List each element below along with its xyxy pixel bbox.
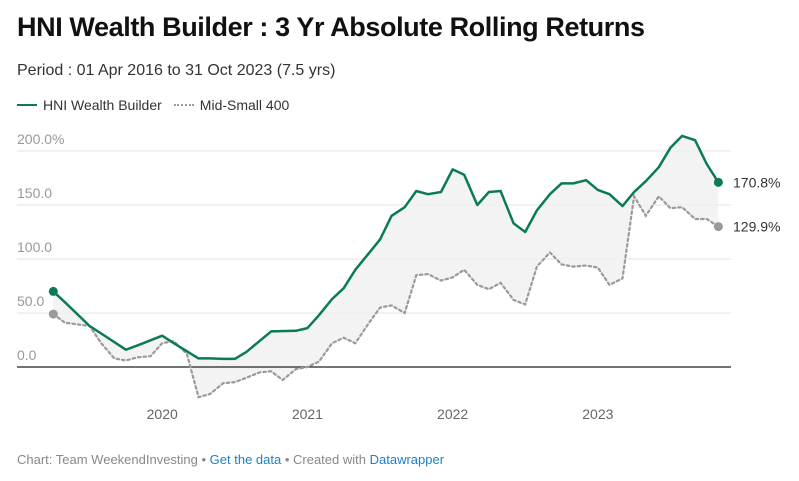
y-tick-label: 100.0 [17, 239, 52, 255]
get-data-link[interactable]: Get the data [209, 452, 282, 467]
legend-label-midsmall: Mid-Small 400 [199, 97, 290, 113]
y-tick-label: 200.0% [17, 131, 64, 147]
end-point-midsmall [713, 222, 723, 232]
legend-swatch-dotted [173, 104, 194, 106]
legend-item-hni: HNI Wealth Builder [17, 97, 162, 113]
start-point-hni [48, 286, 58, 296]
legend-label-hni: HNI Wealth Builder [43, 97, 162, 113]
datawrapper-link[interactable]: Datawrapper [369, 452, 445, 467]
y-tick-label: 50.0 [17, 293, 44, 309]
y-tick-label: 150.0 [17, 185, 52, 201]
legend-item-midsmall: Mid-Small 400 [173, 97, 290, 113]
x-tick-label: 2023 [582, 406, 613, 422]
series-line-mid-small-400 [52, 193, 720, 399]
legend: HNI Wealth Builder Mid-Small 400 [17, 97, 301, 113]
x-tick-label: 2021 [292, 406, 323, 422]
footer-credit: Chart: Team WeekendInvesting • [17, 452, 210, 467]
series-line-hni-wealth-builder [52, 134, 720, 361]
legend-swatch-solid [17, 104, 37, 106]
end-point-hni [713, 177, 723, 187]
start-point-midsmall [48, 309, 58, 319]
between-area [53, 135, 719, 398]
x-tick-label: 2020 [147, 406, 178, 422]
footer: Chart: Team WeekendInvesting • Get the d… [17, 452, 444, 467]
chart-subtitle: Period : 01 Apr 2016 to 31 Oct 2023 (7.5… [17, 62, 336, 79]
footer-created-with: • Created with [281, 452, 370, 467]
y-tick-label: 0.0 [17, 347, 37, 363]
x-tick-label: 2022 [437, 406, 468, 422]
end-label-hni: 170.8% [733, 175, 780, 191]
chart-title: HNI Wealth Builder : 3 Yr Absolute Rolli… [17, 12, 645, 42]
end-label-midsmall: 129.9% [733, 219, 780, 235]
